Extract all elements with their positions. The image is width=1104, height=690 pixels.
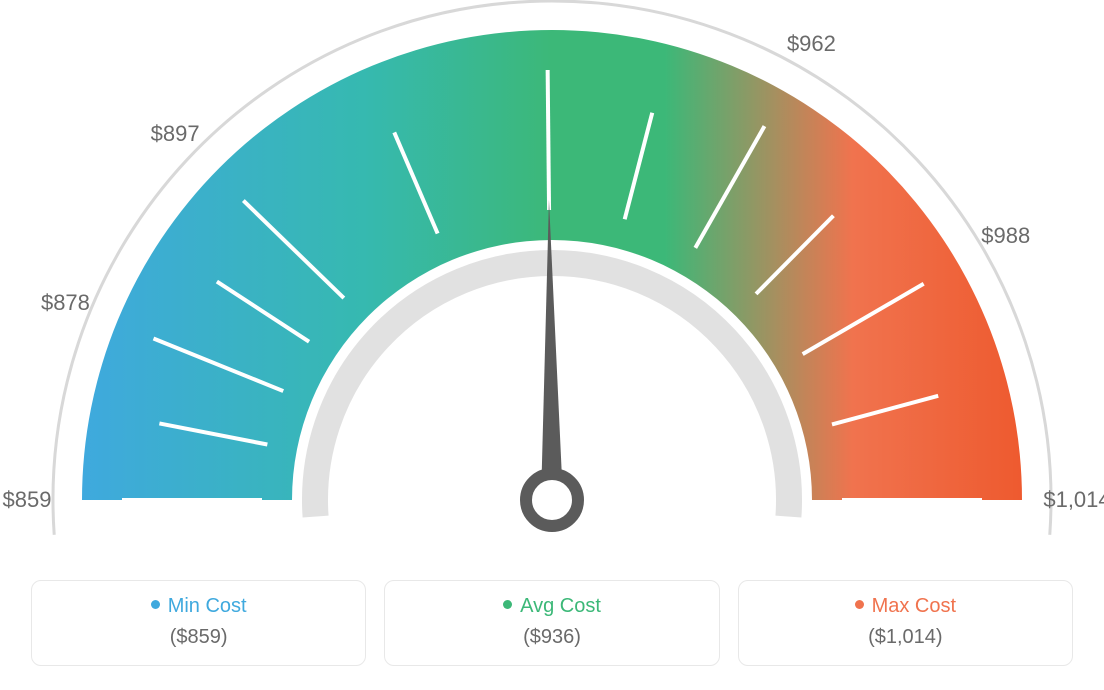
legend-dot-max xyxy=(855,600,864,609)
cost-gauge: $859$878$897$936$962$988$1,014 xyxy=(0,0,1104,560)
gauge-tick-label: $897 xyxy=(151,121,200,147)
legend-value-max: ($1,014) xyxy=(749,626,1062,649)
legend-label-min: Min Cost xyxy=(168,595,247,617)
gauge-tick-label: $859 xyxy=(3,487,52,513)
gauge-svg xyxy=(0,0,1104,560)
legend-card-min: Min Cost ($859) xyxy=(31,580,366,666)
legend-card-max: Max Cost ($1,014) xyxy=(738,580,1073,666)
legend-title-avg: Avg Cost xyxy=(395,595,708,618)
gauge-tick-label: $1,014 xyxy=(1043,487,1104,513)
gauge-tick-major xyxy=(548,70,549,210)
gauge-needle xyxy=(541,200,563,500)
legend-dot-min xyxy=(151,600,160,609)
legend-value-min: ($859) xyxy=(42,626,355,649)
legend-title-max: Max Cost xyxy=(749,595,1062,618)
legend-title-min: Min Cost xyxy=(42,595,355,618)
legend-label-max: Max Cost xyxy=(872,595,956,617)
legend-label-avg: Avg Cost xyxy=(520,595,601,617)
gauge-tick-label: $988 xyxy=(981,223,1030,249)
gauge-needle-hub xyxy=(526,474,578,526)
legend-card-avg: Avg Cost ($936) xyxy=(384,580,719,666)
gauge-tick-label: $878 xyxy=(41,290,90,316)
legend-dot-avg xyxy=(503,600,512,609)
legend-value-avg: ($936) xyxy=(395,626,708,649)
gauge-tick-label: $962 xyxy=(787,31,836,57)
legend-row: Min Cost ($859) Avg Cost ($936) Max Cost… xyxy=(31,580,1073,666)
